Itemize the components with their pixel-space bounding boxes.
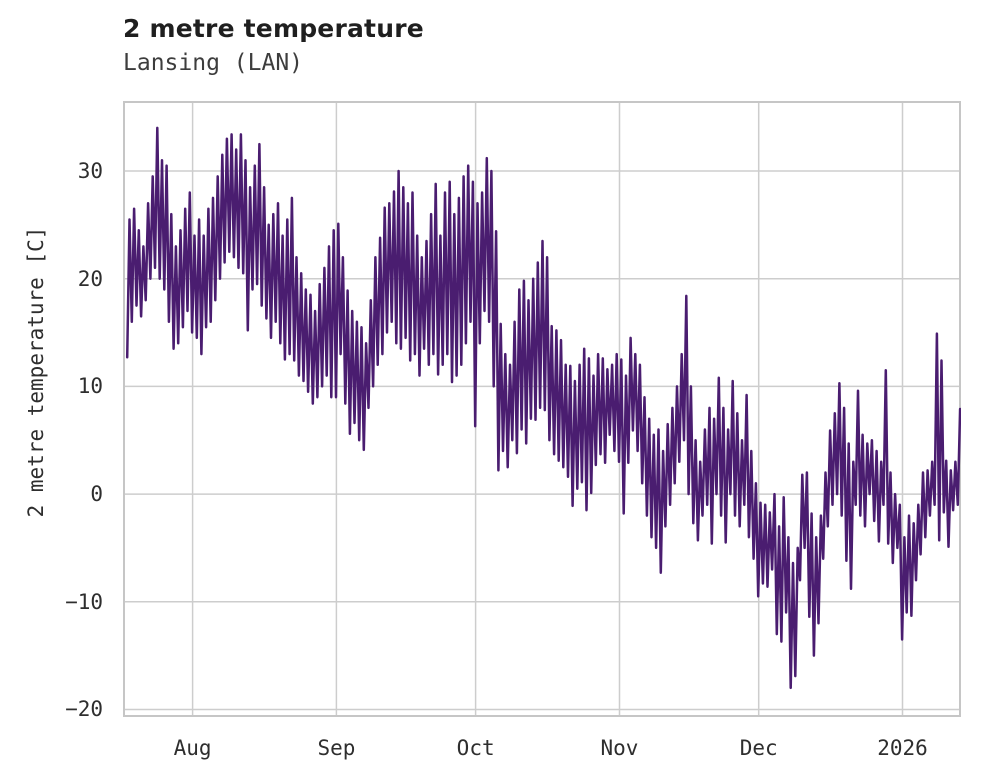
grid-lines — [123, 101, 961, 717]
temperature-line — [125, 126, 961, 690]
y-tick-label: 10 — [77, 374, 103, 399]
y-tick-label: −10 — [65, 589, 103, 614]
temperature-plot — [123, 101, 961, 717]
page-subtitle: Lansing (LAN) — [123, 50, 304, 76]
x-tick-label: 2026 — [877, 736, 928, 760]
x-tick-label: Oct — [456, 736, 495, 760]
x-tick-label: Nov — [600, 736, 639, 760]
y-tick-label: 30 — [77, 159, 103, 183]
x-tick-label: Sep — [317, 736, 356, 760]
y-tick-label: −20 — [65, 697, 103, 722]
y-tick-label: 0 — [90, 482, 103, 507]
x-tick-label: Dec — [739, 736, 778, 760]
x-tick-label: Aug — [173, 736, 212, 760]
y-tick-label: 20 — [77, 266, 103, 291]
page-title: 2 metre temperature — [123, 14, 424, 43]
